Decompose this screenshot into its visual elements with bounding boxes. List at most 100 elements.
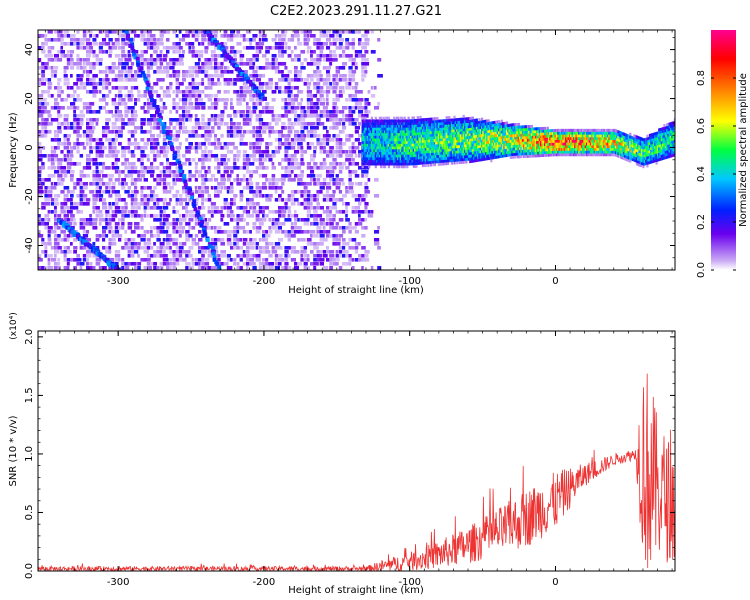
- heatmap-cell: [230, 186, 234, 190]
- heatmap-cell: [233, 110, 237, 114]
- heatmap-cell: [92, 66, 96, 70]
- heatmap-cell: [210, 246, 215, 250]
- heatmap-cell: [41, 154, 47, 158]
- heatmap-cell: [391, 143, 394, 147]
- heatmap-cell: [50, 106, 55, 110]
- heatmap-cell: [361, 218, 365, 222]
- heatmap-cell: [383, 135, 387, 139]
- heatmap-cell: [271, 130, 275, 134]
- heatmap-cell: [150, 226, 153, 230]
- heatmap-cell: [169, 86, 173, 90]
- heatmap-cell: [453, 134, 456, 138]
- heatmap-cell: [313, 214, 317, 218]
- heatmap-cell: [236, 166, 243, 170]
- heatmap-cell: [348, 246, 352, 250]
- heatmap-cell: [66, 190, 71, 194]
- heatmap-cell: [290, 38, 295, 42]
- heatmap-cell: [41, 126, 47, 130]
- heatmap-cell: [348, 186, 354, 190]
- heatmap-cell: [255, 134, 261, 138]
- heatmap-cell: [271, 182, 278, 186]
- heatmap-cell: [198, 82, 204, 86]
- heatmap-cell: [191, 50, 196, 54]
- heatmap-cell: [159, 198, 164, 202]
- heatmap-cell: [401, 122, 404, 126]
- heatmap-cell: [111, 126, 115, 130]
- heatmap-cell: [220, 242, 225, 246]
- heatmap-cell: [366, 157, 369, 161]
- heatmap-cell: [38, 122, 41, 126]
- heatmap-cell: [118, 134, 123, 138]
- heatmap-cell: [50, 258, 57, 262]
- heatmap-cell: [402, 165, 405, 169]
- heatmap-cell: [319, 46, 324, 50]
- heatmap-cell: [233, 226, 238, 230]
- heatmap-cell: [249, 246, 255, 250]
- heatmap-cell: [313, 110, 318, 114]
- heatmap-cell: [450, 142, 453, 146]
- heatmap-cell: [102, 86, 108, 90]
- heatmap-cell: [166, 86, 170, 90]
- heatmap-cell: [345, 186, 348, 190]
- heatmap-cell: [386, 130, 389, 134]
- heatmap-cell: [306, 198, 312, 202]
- heatmap-cell: [281, 210, 287, 214]
- heatmap-cell: [262, 158, 268, 162]
- heatmap-cell: [41, 98, 47, 102]
- heatmap-cell: [385, 119, 388, 123]
- heatmap-cell: [198, 158, 204, 162]
- heatmap-cell: [236, 242, 240, 246]
- heatmap-cell: [121, 54, 127, 58]
- heatmap-cell: [108, 130, 114, 134]
- heatmap-cell: [284, 202, 288, 206]
- heatmap-cell: [316, 190, 322, 194]
- heatmap-cell: [351, 62, 357, 66]
- heatmap-cell: [306, 258, 310, 262]
- heatmap-cell: [390, 130, 393, 134]
- heatmap-cell: [242, 118, 248, 122]
- heatmap-cell: [377, 135, 380, 139]
- heatmap-cell: [402, 159, 405, 163]
- heatmap-cell: [428, 158, 431, 162]
- heatmap-cell: [411, 151, 414, 155]
- heatmap-cell: [157, 118, 162, 123]
- heatmap-cell: [102, 94, 108, 98]
- heatmap-cell: [214, 58, 218, 62]
- heatmap-cell: [374, 178, 379, 182]
- heatmap-cell: [175, 150, 180, 154]
- heatmap-cell: [76, 182, 82, 186]
- heatmap-cell: [54, 266, 60, 270]
- heatmap-cell: [403, 143, 406, 147]
- heatmap-cell: [407, 138, 410, 142]
- heatmap-cell: [394, 130, 397, 134]
- heatmap-cell: [175, 202, 179, 206]
- heatmap-cell: [418, 161, 421, 165]
- heatmap-cell: [127, 238, 131, 242]
- heatmap-cell: [258, 102, 262, 106]
- heatmap-cell: [249, 122, 252, 126]
- heatmap-cell: [105, 210, 110, 214]
- heatmap-cell: [326, 190, 330, 194]
- heatmap-cell: [89, 34, 92, 38]
- heatmap-cell: [47, 122, 53, 126]
- heatmap-cell: [82, 258, 88, 262]
- heatmap-cell: [191, 82, 198, 86]
- heatmap-cell: [249, 254, 253, 258]
- heatmap-cell: [354, 102, 361, 106]
- heatmap-cell: [425, 118, 429, 121]
- heatmap-cell: [342, 74, 347, 78]
- heatmap-cell: [41, 74, 45, 78]
- heatmap-cell: [418, 134, 421, 138]
- heatmap-cell: [393, 165, 396, 169]
- heatmap-cell: [50, 66, 54, 70]
- heatmap-cell: [442, 130, 446, 133]
- heatmap-cell: [449, 159, 452, 163]
- heatmap-cell: [239, 78, 245, 82]
- heatmap-cell: [300, 30, 305, 34]
- heatmap-cell: [172, 226, 178, 230]
- heatmap-cell: [329, 34, 335, 38]
- heatmap-cell: [54, 30, 60, 34]
- heatmap-cell: [354, 246, 359, 250]
- heatmap-cell: [44, 242, 48, 246]
- heatmap-cell: [249, 186, 254, 190]
